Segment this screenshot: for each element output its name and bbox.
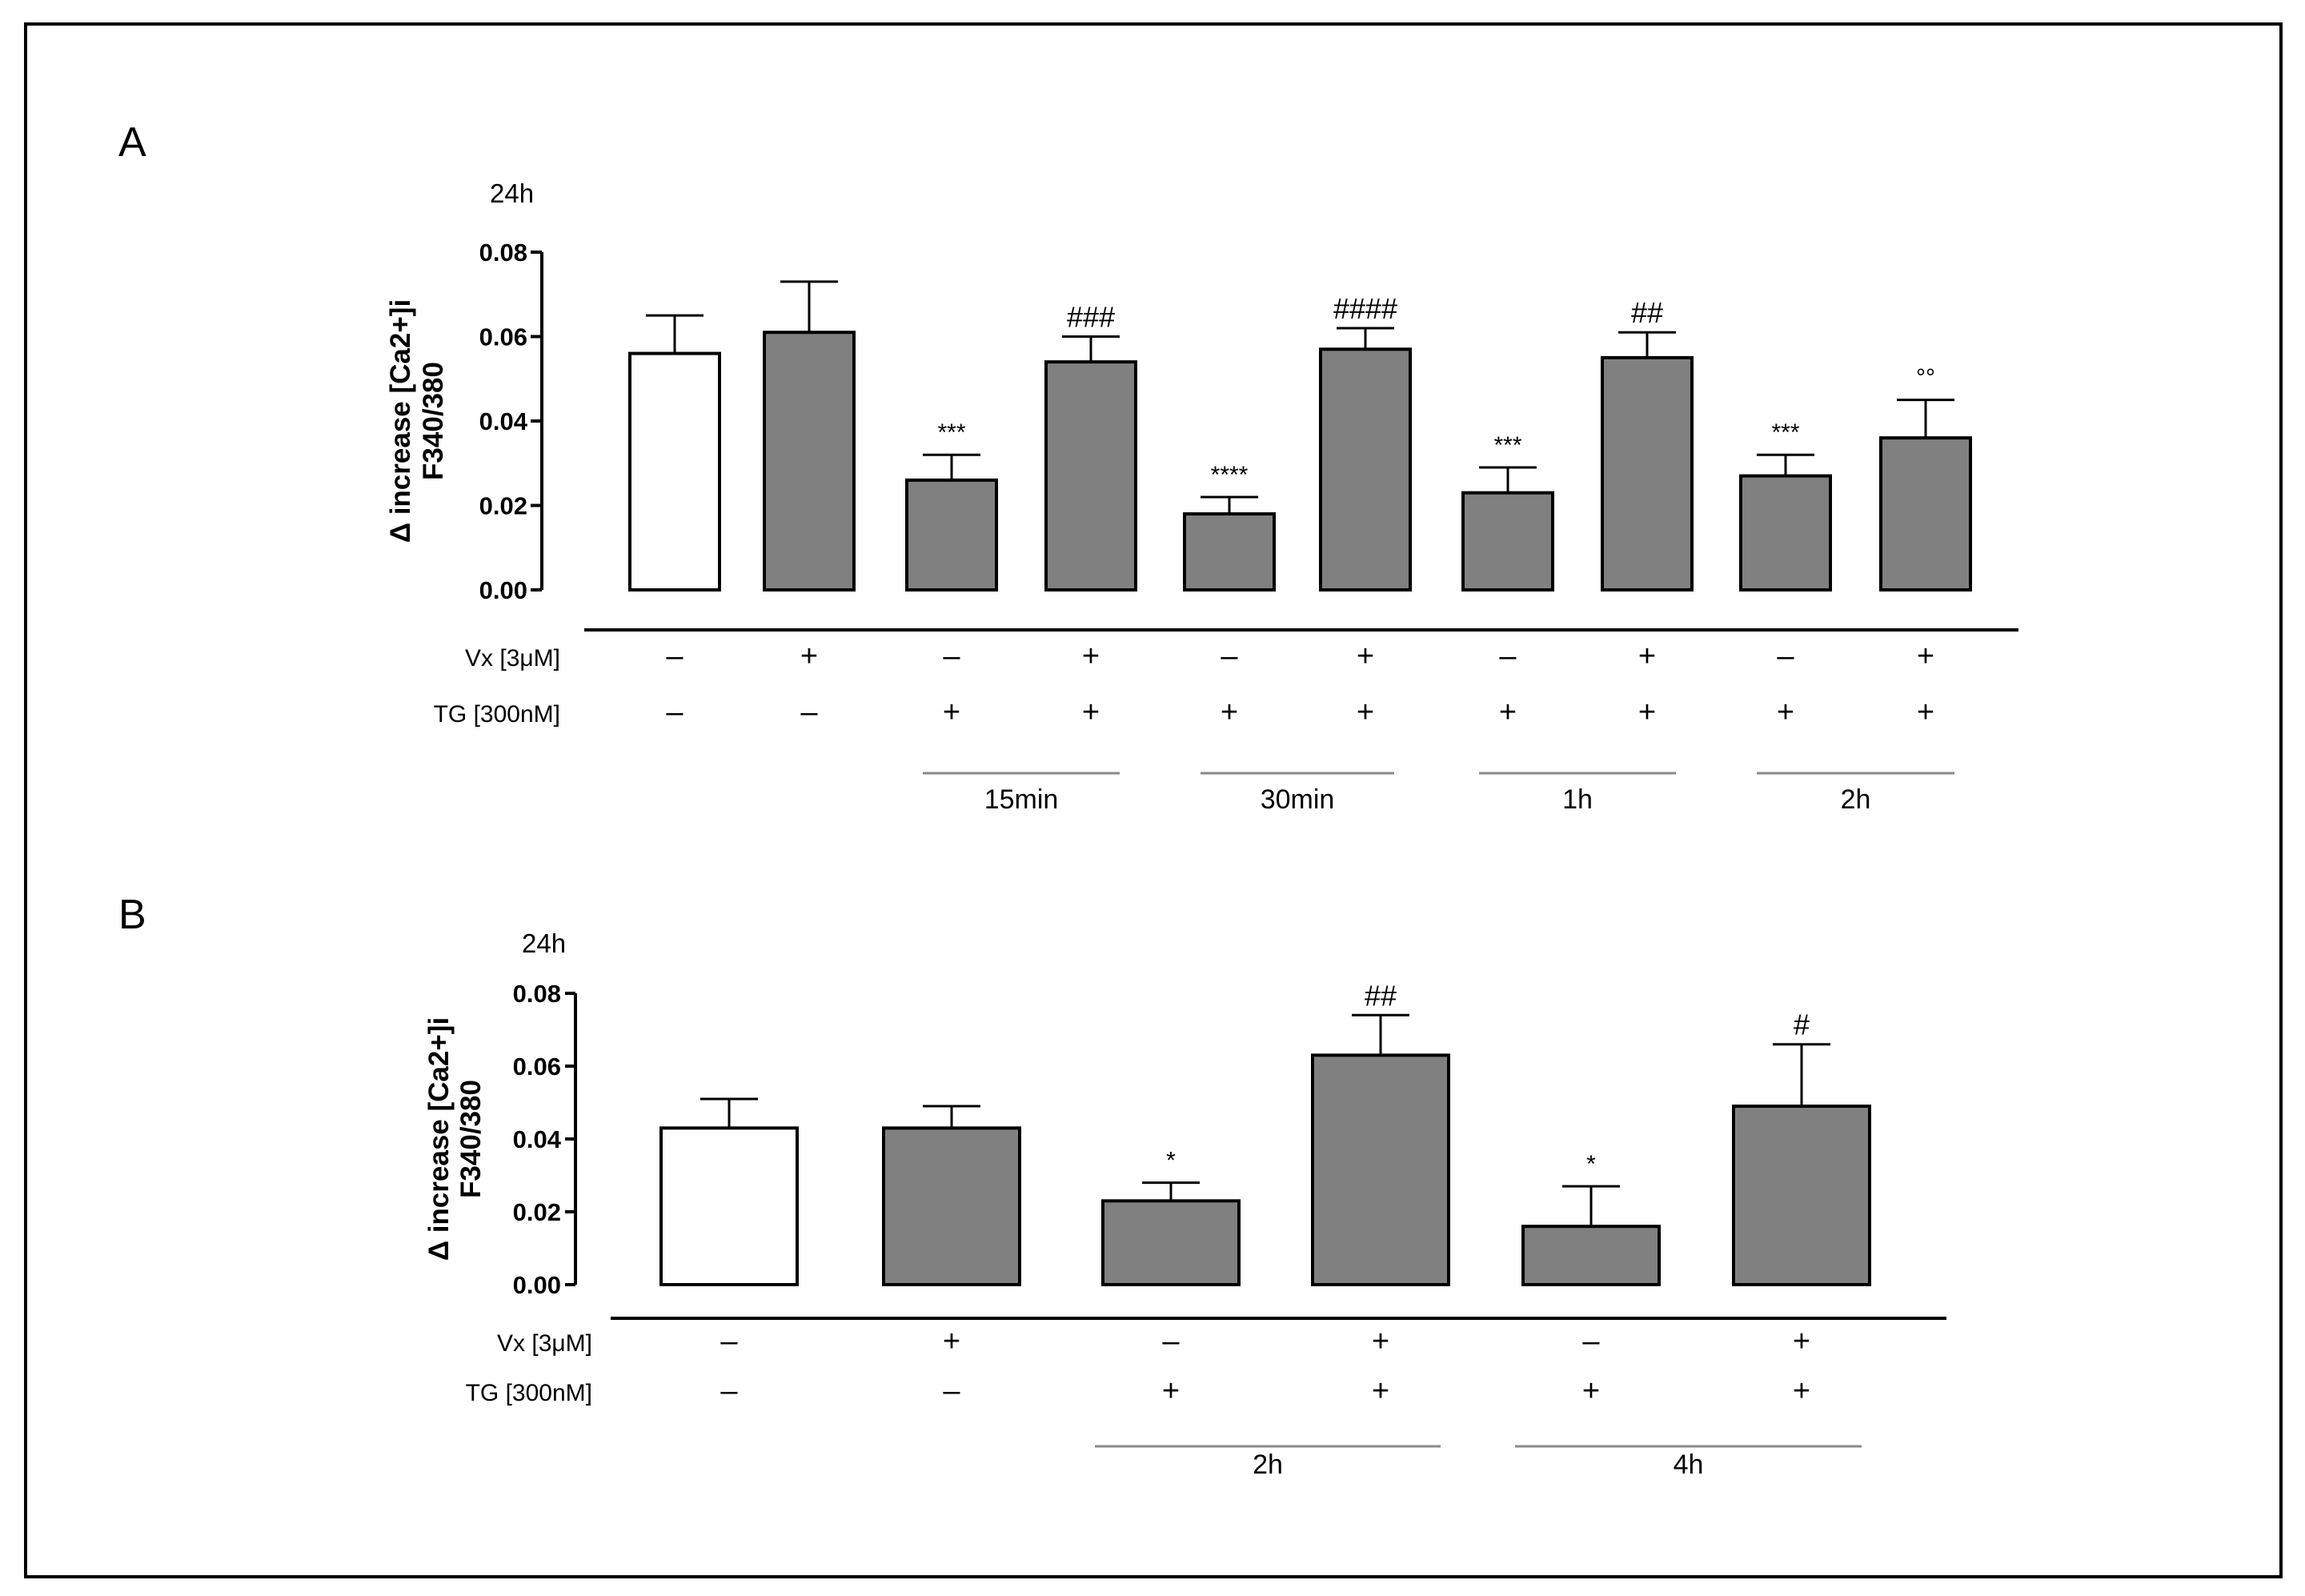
row-label-vx: Vx [3μM] <box>497 1330 592 1357</box>
condition-sign: + <box>1793 1325 1810 1358</box>
condition-sign: – <box>666 696 683 729</box>
condition-sign: – <box>720 1325 738 1358</box>
bar <box>1183 512 1276 591</box>
panel-b-time-label: 24h <box>522 928 566 958</box>
condition-sign: + <box>943 1325 960 1358</box>
y-axis-label-line2: F340/380 <box>418 362 449 480</box>
row-label-vx: Vx [3μM] <box>465 645 560 672</box>
condition-sign: + <box>1582 1374 1600 1408</box>
row-label-tg: TG [300nM] <box>434 701 560 728</box>
group-label: 2h <box>1841 784 1871 815</box>
y-tick-label: 0.00 <box>479 576 527 604</box>
condition-sign: + <box>1777 696 1794 729</box>
condition-sign: + <box>1372 1325 1389 1358</box>
bar <box>1044 360 1137 591</box>
y-axis-label-line1: Δ increase [Ca2+]i <box>423 1017 455 1261</box>
group-label: 4h <box>1674 1450 1704 1480</box>
significance-label: * <box>1586 1151 1596 1177</box>
bar <box>1461 491 1554 591</box>
y-tick-label: 0.06 <box>513 1053 561 1081</box>
significance-label: ## <box>1365 979 1397 1012</box>
group-label: 30min <box>1261 784 1335 815</box>
condition-sign: + <box>1917 640 1934 673</box>
panel-a-time-label: 24h <box>490 178 534 208</box>
condition-sign: – <box>1162 1325 1180 1358</box>
bar <box>905 478 998 591</box>
y-tick-label: 0.04 <box>513 1125 562 1153</box>
bar <box>1739 474 1832 592</box>
significance-label: ## <box>1631 296 1663 329</box>
y-tick-label: 0.02 <box>479 492 527 520</box>
panel-a-letter: A <box>118 119 146 166</box>
condition-sign: – <box>1499 640 1517 673</box>
bar <box>1732 1105 1871 1287</box>
condition-sign: + <box>1638 640 1656 673</box>
panel-b-letter: B <box>118 892 146 938</box>
y-tick-label: 0.00 <box>513 1271 561 1299</box>
bar <box>1521 1225 1661 1286</box>
significance-label: #### <box>1333 292 1397 325</box>
significance-label: # <box>1794 1009 1810 1041</box>
significance-label: *** <box>1771 419 1799 446</box>
condition-sign: + <box>1372 1374 1389 1408</box>
condition-sign: + <box>943 696 960 729</box>
group-label: 2h <box>1253 1450 1283 1480</box>
y-tick-label: 0.02 <box>513 1198 561 1226</box>
condition-sign: + <box>1082 640 1100 673</box>
group-label: 15min <box>984 784 1059 815</box>
y-axis-label-line2: F340/380 <box>455 1080 487 1198</box>
bar <box>763 331 856 591</box>
condition-sign: + <box>1162 1374 1180 1408</box>
significance-label: ### <box>1067 301 1115 334</box>
condition-sign: + <box>1638 696 1656 729</box>
bar <box>659 1126 799 1286</box>
condition-sign: – <box>1221 640 1238 673</box>
significance-label: **** <box>1211 462 1249 488</box>
significance-label: *** <box>1493 432 1521 459</box>
figure-border <box>24 22 2283 1578</box>
condition-sign: + <box>1917 696 1934 729</box>
group-label: 1h <box>1562 784 1593 815</box>
bar <box>1879 436 1972 591</box>
condition-sign: + <box>1793 1374 1810 1408</box>
condition-sign: + <box>1082 696 1100 729</box>
condition-sign: + <box>800 640 818 673</box>
bar <box>1319 347 1412 591</box>
condition-sign: + <box>1221 696 1238 729</box>
condition-sign: + <box>1357 696 1374 729</box>
condition-sign: – <box>1582 1325 1600 1358</box>
bar <box>882 1126 1021 1286</box>
condition-sign: – <box>720 1374 738 1408</box>
condition-sign: – <box>943 640 960 673</box>
condition-sign: – <box>800 696 818 729</box>
condition-sign: + <box>1499 696 1517 729</box>
bar <box>1601 355 1694 591</box>
y-tick-label: 0.08 <box>513 980 561 1008</box>
bar <box>628 351 721 591</box>
condition-sign: – <box>943 1374 960 1408</box>
y-tick-label: 0.08 <box>479 239 527 267</box>
row-label-tg: TG [300nM] <box>466 1380 592 1406</box>
significance-label: °° <box>1916 365 1935 391</box>
bar <box>1101 1199 1241 1286</box>
significance-label: *** <box>937 419 965 446</box>
significance-label: * <box>1166 1148 1176 1174</box>
condition-sign: + <box>1357 640 1374 673</box>
condition-sign: – <box>1777 640 1794 673</box>
panel-b-plot: 0.00 0.02 0.04 0.06 0.08 Δ increase [Ca2+]i F3… <box>423 979 1946 1480</box>
y-tick-label: 0.06 <box>479 323 527 351</box>
bar <box>1311 1053 1450 1286</box>
panel-a: A 24h 0.00 0.02 0.04 0.06 0.08 Δ increase [Ca… <box>118 119 2018 815</box>
y-axis-label-line1: Δ increase [Ca2+]i <box>385 299 416 543</box>
panel-b: B 24h 0.00 0.02 0.04 0.06 0.08 Δ increase [Ca… <box>118 892 1946 1480</box>
panel-a-plot: 0.00 0.02 0.04 0.06 0.08 Δ increase [Ca2+]i F3… <box>385 239 2018 815</box>
condition-sign: – <box>666 640 683 673</box>
y-tick-label: 0.04 <box>479 407 528 435</box>
